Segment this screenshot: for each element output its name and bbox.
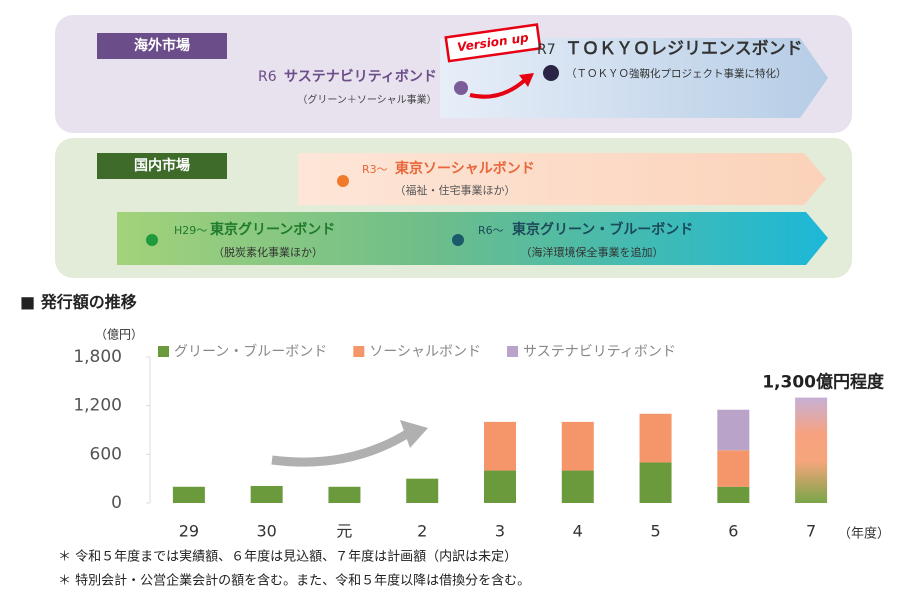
y-unit: （億円）	[95, 328, 143, 342]
era: R6～	[478, 224, 504, 237]
legend-swatch	[353, 346, 365, 357]
bar-segment	[561, 421, 594, 471]
label-box	[97, 33, 227, 59]
bar-segment	[639, 462, 672, 503]
social-band	[298, 153, 826, 205]
planned-bar	[795, 397, 828, 503]
bar-segment	[484, 470, 516, 503]
bond-note: （福祉・住宅事業ほか）	[395, 183, 516, 197]
bond-note: （海洋環境保全事業を追加）	[521, 245, 664, 259]
x-tick-label: 7	[806, 522, 816, 541]
bond-name: 東京グリーンボンド	[210, 221, 335, 238]
bond-note: （脱炭素化事業ほか）	[213, 245, 323, 259]
market-label: 国内市場	[134, 157, 190, 174]
x-tick-label: 5	[650, 522, 660, 541]
bar-segment	[172, 486, 205, 503]
bar-segment	[484, 421, 516, 471]
note: ＊ 令和５年度までは実績額、６年度は見込額、７年度は計画額（内訳は未定）	[58, 549, 517, 565]
x-tick-label: 2	[417, 522, 427, 541]
arrow	[469, 78, 527, 99]
legend-swatch	[158, 346, 169, 357]
bond-note: （ＴＯＫＹＯ強靱化プロジェクト事業に特化）	[566, 67, 787, 80]
arrow-head	[519, 73, 534, 87]
dot	[337, 175, 349, 187]
legend-label: グリーン・ブルーボンド	[174, 343, 327, 360]
x-unit: （年度）	[838, 526, 890, 542]
x-tick-label: 29	[179, 522, 199, 541]
note: ＊ 特別会計・公営企業会計の額を含む。また、令和５年度以降は借換分を含む。	[58, 573, 530, 589]
dot	[452, 234, 464, 246]
bond-name: 東京グリーン・ブルーボンド	[512, 221, 693, 238]
trend-arrow	[271, 428, 413, 467]
bond-name: サステナビリティボンド	[284, 69, 437, 85]
y-tick-label: 600	[90, 444, 122, 464]
overseas-band	[440, 38, 828, 118]
bar-segment	[250, 485, 283, 503]
bar-segment	[406, 478, 439, 503]
bar-segment	[561, 470, 594, 503]
bar-segment	[328, 486, 361, 503]
trend-arrow-head	[400, 420, 428, 448]
market-label: 海外市場	[134, 37, 190, 54]
bar-segment	[717, 486, 750, 503]
y-tick-label: 0	[111, 493, 122, 513]
x-tick-label: 6	[728, 522, 738, 541]
legend-label: サステナビリティボンド	[523, 344, 676, 360]
dot	[454, 81, 468, 95]
bond-name: 東京ソーシャルボンド	[395, 160, 535, 177]
bond-name: ＴＯＫＹＯレジリエンスボンド	[565, 39, 803, 59]
x-tick-label: 3	[495, 522, 505, 541]
annotation: 1,300億円程度	[762, 372, 885, 393]
legend-swatch	[507, 346, 519, 357]
green-band	[117, 212, 828, 265]
legend-label: ソーシャルボンド	[369, 344, 481, 360]
bar-segment	[717, 450, 750, 487]
bar-segment	[639, 413, 672, 463]
y-tick-label: 1,800	[73, 347, 122, 367]
bond-note: （グリーン＋ソーシャル事業）	[297, 93, 436, 106]
dot	[543, 65, 559, 81]
badge: Version up	[444, 23, 542, 63]
y-tick-label: 1,200	[73, 396, 122, 416]
bar-segment	[717, 409, 750, 451]
era: H29～	[174, 224, 207, 237]
x-tick-label: 30	[256, 522, 276, 541]
chart-title: ■ 発行額の推移	[20, 293, 137, 312]
era: R7	[537, 42, 556, 58]
label-box	[97, 153, 227, 179]
era: R6	[258, 69, 277, 85]
x-tick-label: 4	[573, 522, 583, 541]
dot	[146, 234, 158, 246]
x-tick-label: 元	[336, 522, 352, 541]
era: R3～	[362, 163, 388, 176]
